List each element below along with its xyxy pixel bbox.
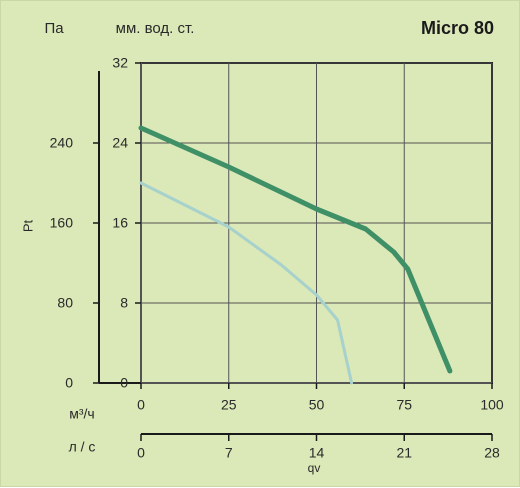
y-tick-pa-label: 80 [57,295,73,311]
chart-title: Micro 80 [421,18,494,38]
dark-series-line [138,125,453,374]
light-series-line [139,181,354,385]
chart-header: Па мм. вод. ст. Micro 80 [44,18,494,38]
chart-series [138,125,453,385]
x-primary-tick-label: 75 [396,397,412,413]
x-secondary-tick-label: 14 [309,445,325,461]
y-tick-pa-label: 0 [65,375,73,391]
x-primary-tick-label: 50 [309,397,325,413]
y-tick-mm-label: 32 [112,55,128,71]
chart-axes [93,62,493,441]
x-primary-tick-label: 25 [221,397,237,413]
x-secondary-tick-label: 28 [484,445,500,461]
x-primary-tick-label: 0 [137,397,145,413]
y-axis-label: Pt [20,219,35,232]
y-tick-pa-label: 240 [50,135,74,151]
pa-unit-label: Па [44,20,64,37]
y-tick-mm-label: 24 [112,135,128,151]
y-tick-mm-label: 0 [120,375,128,391]
y-tick-pa-label: 160 [50,215,74,231]
chart-labels: 0 8 16 24 32 0 80 160 240 0 25 50 75 100 0 7 14 21 28 Pt м³/… [20,55,503,475]
x-secondary-tick-label: 21 [396,445,412,461]
x-axis-label: qv [308,461,321,475]
mm-unit-label: мм. вод. ст. [116,20,195,37]
y-tick-mm-label: 8 [120,295,128,311]
flow-unit-m3h: м³/ч [69,406,94,422]
y-tick-mm-label: 16 [112,215,128,231]
x-secondary-tick-label: 7 [225,445,233,461]
x-secondary-tick-label: 0 [137,445,145,461]
flow-unit-ls: л / с [69,439,96,455]
chart-grid [140,62,493,384]
x-primary-tick-label: 100 [480,397,504,413]
